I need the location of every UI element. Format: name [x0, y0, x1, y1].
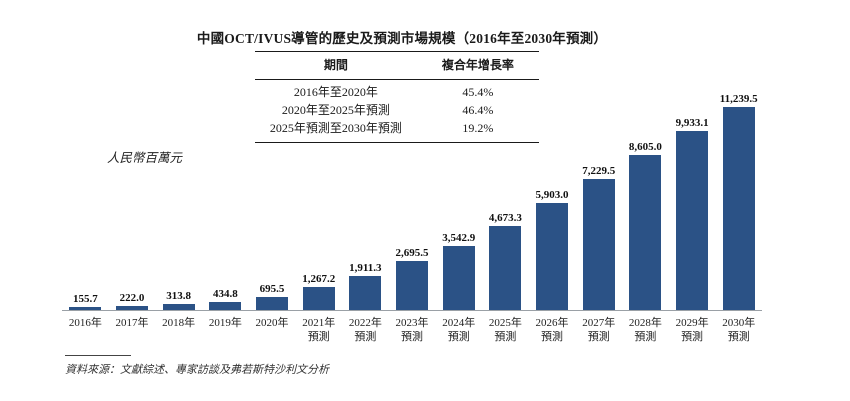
bar-value-label: 1,267.2: [302, 273, 336, 286]
bar-value-label: 5,903.0: [535, 189, 569, 202]
bar-column: 7,229.5: [575, 165, 622, 310]
bar-value-label: 2,695.5: [395, 247, 429, 260]
x-axis-label: 2018年: [162, 317, 196, 329]
table-row: 2016年至2020年 45.4%: [255, 83, 539, 101]
bar: [629, 154, 662, 310]
source-divider-line: [65, 355, 131, 356]
bar: [442, 246, 475, 310]
bar-chart: 155.7 222.0 313.8 434.8 695.5 1,267.2 1,911.3 2…: [62, 88, 762, 344]
bar-value-label: 222.0: [119, 292, 145, 304]
bar-value-label: 313.8: [166, 290, 192, 303]
bar-column: 9,933.1: [669, 117, 716, 310]
bar-value-label: 8,605.0: [628, 140, 662, 153]
x-axis-label: 2023年 預測: [395, 317, 429, 343]
bar: [676, 130, 709, 310]
bar-value-label: 11,239.5: [719, 93, 758, 105]
x-axis-labels: 2016年 2017年 2018年 2019年 2020年 2021年 預測 2022年 預測 2…: [62, 316, 762, 344]
bar-column: 1,267.2: [295, 273, 342, 310]
cagr-table-body: 2016年至2020年 45.4% 2020年至2025年預測 46.4% 20…: [255, 83, 539, 142]
cagr-table: 期間 複合年增長率 2016年至2020年 45.4% 2020年至2025年預…: [255, 51, 539, 143]
bar-column: 5,903.0: [529, 189, 576, 310]
period-cell: 2016年至2020年: [293, 85, 378, 99]
bar-value-label: 7,229.5: [582, 165, 616, 178]
cagr-table-header-cagr: 複合年增長率: [441, 58, 514, 72]
bar-column: 1,911.3: [342, 261, 389, 310]
bar-value-label: 9,933.1: [675, 116, 709, 129]
bar: [396, 261, 429, 310]
x-axis-label: 2028年 預測: [628, 317, 662, 343]
table-row: 2025年預測至2030年預測 19.2%: [255, 119, 539, 137]
bar-value-label: 695.5: [259, 283, 285, 296]
bar-value-label: 4,673.3: [488, 211, 522, 224]
bar: [256, 297, 289, 310]
x-axis-label: 2021年 預測: [302, 317, 336, 343]
y-axis-unit-label: 人民幣百萬元: [107, 151, 183, 165]
x-axis-label: 2022年 預測: [348, 317, 382, 343]
x-axis-label: 2017年: [115, 317, 149, 329]
chart-title: 中國OCT/IVUS導管的歷史及預測市場規模（2016年至2030年預測）: [196, 31, 608, 46]
x-axis-label: 2029年 預測: [675, 317, 709, 343]
bar: [69, 307, 102, 310]
bar-column: 434.8: [202, 288, 249, 310]
bar-value-label: 434.8: [212, 288, 238, 301]
bar-value-label: 1,911.3: [349, 261, 382, 274]
x-axis-label: 2030年 預測: [722, 317, 756, 343]
source-note: 資料來源：文獻綜述、專家訪談及弗若斯特沙利文分析: [65, 355, 329, 377]
x-axis-label: 2016年: [68, 317, 102, 329]
cagr-table-header-period: 期間: [323, 58, 348, 72]
cagr-cell: 46.4%: [462, 103, 494, 117]
bar-column: 4,673.3: [482, 212, 529, 310]
bar-column: 222.0: [109, 292, 156, 310]
x-axis-label: 2026年 預測: [535, 317, 569, 343]
bar-column: 11,239.5: [715, 93, 762, 310]
bar-column: 8,605.0: [622, 141, 669, 310]
bar: [536, 203, 569, 310]
bar: [162, 304, 195, 310]
bar-column: 155.7: [62, 293, 109, 310]
period-cell: 2020年至2025年預測: [281, 103, 390, 117]
cagr-cell: 45.4%: [462, 85, 494, 99]
bar-column: 2,695.5: [389, 247, 436, 310]
bar: [489, 225, 522, 310]
cagr-table-header: 期間 複合年增長率: [255, 52, 539, 80]
table-row: 2020年至2025年預測 46.4%: [255, 101, 539, 119]
bars-area: 155.7 222.0 313.8 434.8 695.5 1,267.2 1,911.3 2…: [62, 88, 762, 311]
bar-value-label: 155.7: [72, 293, 98, 306]
x-axis-label: 2027年 預測: [582, 317, 616, 343]
x-axis-label: 2020年: [255, 317, 289, 329]
bar: [116, 306, 148, 310]
x-axis-label: 2019年: [208, 317, 242, 329]
bar: [302, 287, 335, 310]
cagr-cell: 19.2%: [462, 121, 494, 135]
x-axis-label: 2024年 預測: [442, 317, 476, 343]
bar-column: 313.8: [155, 290, 202, 310]
x-axis-label: 2025年 預測: [488, 317, 522, 343]
bar-value-label: 3,542.9: [442, 232, 476, 244]
bar: [582, 179, 615, 310]
period-cell: 2025年預測至2030年預測: [269, 121, 402, 135]
bar-column: 695.5: [249, 283, 296, 310]
bar: [209, 302, 242, 310]
bar: [722, 107, 755, 310]
bar-column: 3,542.9: [435, 232, 482, 310]
bar: [349, 275, 382, 310]
source-text: 資料來源：文獻綜述、專家訪談及弗若斯特沙利文分析: [65, 364, 329, 376]
